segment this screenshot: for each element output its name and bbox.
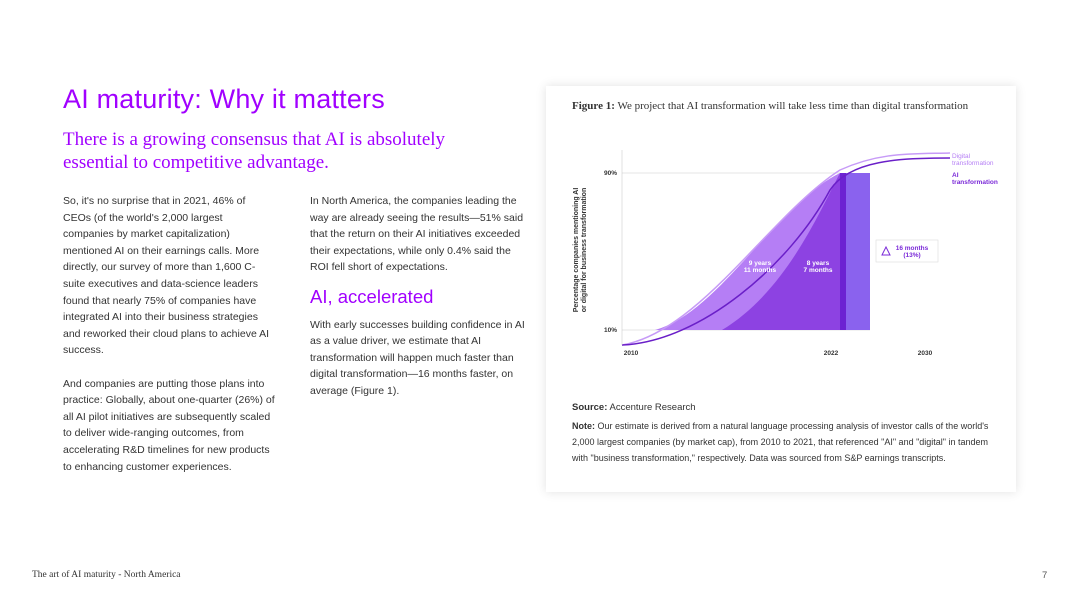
legend-label: AI	[952, 172, 959, 179]
caption-text: We project that AI transformation will t…	[617, 100, 969, 112]
gap-band	[846, 173, 870, 330]
column: In North America, the companies leading …	[310, 193, 525, 416]
annotation: 16 months	[896, 245, 929, 252]
y-axis-label: or digital for business transformation	[581, 188, 588, 312]
annotation: 9 years	[749, 260, 772, 267]
x-label: 2022	[824, 350, 839, 357]
annotation: 8 years	[807, 260, 830, 267]
ai-area	[722, 173, 840, 330]
y-label: 90%	[604, 170, 617, 177]
x-label: 2010	[624, 350, 639, 357]
caption-label: Figure 1:	[572, 100, 615, 112]
x-label: 2030	[918, 350, 933, 357]
annotation-box	[875, 239, 939, 263]
note: Note: Our estimate is derived from a nat…	[572, 418, 992, 466]
y-label: 10%	[604, 327, 617, 334]
title: AI maturity: Why it matters	[63, 84, 385, 114]
annotation: (13%)	[903, 252, 920, 259]
y-axis-label: Percentage companies mentioning AI	[573, 188, 580, 313]
gap-band	[840, 173, 846, 330]
source-label: Source:	[572, 402, 608, 413]
paragraph: In North America, the companies leading …	[310, 195, 524, 274]
legend-label: transformation	[952, 160, 994, 167]
footer: The art of AI maturity - North America	[32, 570, 181, 580]
ai-curve	[621, 157, 951, 346]
legend-label: Digital	[952, 153, 971, 160]
column: So, it's no surprise that in 2021, 46% o…	[63, 193, 275, 492]
annotation: 11 months	[744, 267, 777, 274]
source: Source: Accenture Research	[572, 402, 696, 413]
note-label: Note:	[572, 421, 595, 431]
paragraph: And companies are putting those plans in…	[63, 377, 275, 473]
section-heading: AI, accelerated	[310, 285, 434, 307]
delta-icon	[881, 245, 891, 256]
legend-label: transformation	[952, 179, 998, 186]
page-number: 7	[1042, 570, 1048, 581]
subtitle: There is a growing consensus that AI is …	[63, 129, 446, 173]
annotation: 7 months	[804, 267, 833, 274]
note-text: Our estimate is derived from a natural l…	[572, 421, 989, 463]
source-text: Accenture Research	[609, 402, 696, 413]
figure-caption: Figure 1: We project that AI transformat…	[572, 100, 1012, 112]
paragraph: So, it's no surprise that in 2021, 46% o…	[63, 195, 270, 357]
digital-curve	[621, 152, 951, 346]
paragraph: With early successes building confidence…	[310, 318, 525, 397]
